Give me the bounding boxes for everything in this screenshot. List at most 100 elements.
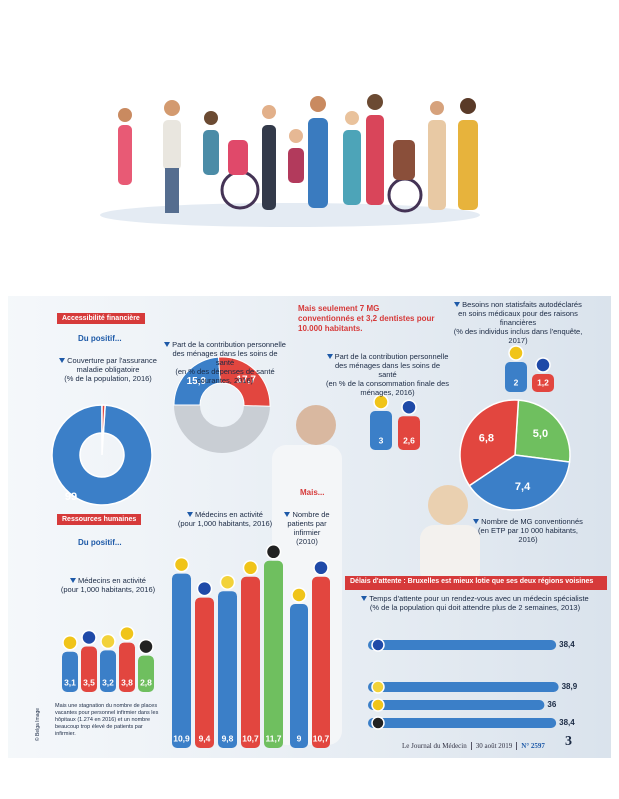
value-label: 2 bbox=[514, 377, 519, 387]
value-label: 38,4 bbox=[559, 718, 575, 727]
value-label: 3 bbox=[379, 435, 384, 445]
value-label: 2,8 bbox=[140, 677, 152, 687]
flag-icon bbox=[291, 587, 307, 603]
bar bbox=[398, 416, 420, 450]
waiting-band bbox=[345, 576, 607, 590]
value-label: 9,4 bbox=[199, 733, 211, 743]
chart-subtitle: (en % des dépenses de santé courantes, 2… bbox=[175, 367, 275, 385]
value-label: 1,2 bbox=[537, 377, 549, 387]
chart-subtitle: (pour 1,000 habitants, 2016) bbox=[177, 519, 273, 528]
chart-subtitle: (en ETP par 10 000 habitants, 2016) bbox=[478, 526, 578, 544]
chart-title: Temps d'attente pour un rendez-vous avec… bbox=[350, 594, 600, 603]
flag-icon bbox=[100, 633, 116, 650]
people-illustration bbox=[100, 94, 480, 227]
flag-icon bbox=[401, 399, 417, 415]
pie-slice bbox=[101, 404, 106, 456]
bar bbox=[290, 604, 308, 748]
credit: © Belga Image bbox=[35, 707, 42, 742]
chart-subtitle: (% de la population qui doit attendre pl… bbox=[369, 603, 581, 612]
chart-title: Besoins non statisfaits autodéclarés en … bbox=[452, 300, 584, 327]
bar bbox=[241, 576, 260, 748]
bar bbox=[264, 560, 283, 748]
flag-icon bbox=[535, 357, 551, 373]
section-tag: Accessibilité financière bbox=[57, 313, 145, 324]
journal: Le Journal du Médecin bbox=[398, 742, 472, 750]
patient-figure bbox=[420, 485, 480, 585]
flag-icon bbox=[265, 544, 282, 560]
value-label: 3,8 bbox=[121, 677, 133, 687]
bar bbox=[312, 576, 330, 748]
negative-note: Mais... bbox=[300, 488, 325, 497]
flag-icon bbox=[371, 716, 385, 730]
value-label: 10,9 bbox=[173, 733, 190, 743]
chart-subtitle: (2010) bbox=[296, 537, 318, 546]
bar bbox=[138, 655, 154, 692]
flag-icon bbox=[81, 629, 97, 646]
bar bbox=[195, 597, 214, 748]
flag-icon bbox=[62, 634, 78, 651]
flag-icon bbox=[138, 638, 154, 655]
bar bbox=[370, 411, 392, 450]
value-label: 38,4 bbox=[559, 640, 575, 649]
positive-note: Du positif... bbox=[78, 538, 122, 547]
chart-title: Part de la contribution personnelle des … bbox=[325, 352, 450, 379]
flag-icon bbox=[196, 580, 213, 597]
value-label: 38,9 bbox=[562, 682, 578, 691]
section-tag: Délais d'attente : Bruxelles est mieux l… bbox=[350, 578, 594, 585]
value-label: 2,6 bbox=[403, 435, 415, 445]
bar bbox=[368, 682, 559, 692]
date: 30 août 2019 bbox=[471, 742, 518, 750]
flag-icon bbox=[371, 680, 385, 694]
value-label: 9,8 bbox=[222, 733, 234, 743]
flag-icon bbox=[219, 574, 236, 590]
flag-icon bbox=[371, 698, 385, 712]
chart-title: Couverture par l'assurance maladie oblig… bbox=[52, 356, 164, 374]
chart-title: Médecins en activité bbox=[52, 576, 164, 585]
value-label: 10,7 bbox=[313, 733, 330, 743]
chart-subtitle: (% de la population, 2016) bbox=[64, 374, 152, 383]
flag-icon bbox=[313, 560, 329, 576]
value-label: 9 bbox=[297, 733, 302, 743]
chart-title: Part de la contribution personnelle des … bbox=[163, 340, 287, 367]
value-label: 36 bbox=[547, 700, 556, 709]
footer: Le Journal du Médecin 30 août 2019 N° 2597 bbox=[398, 742, 549, 750]
negative-note: Mais seulement 7 MG conventionnés et 3,2… bbox=[298, 304, 435, 333]
chart-subtitle: (en % de la consommation finale des ména… bbox=[326, 379, 449, 397]
bar bbox=[368, 700, 545, 710]
chart-title: Médecins en activité bbox=[163, 510, 287, 519]
flag-icon bbox=[373, 394, 389, 410]
chart-subtitle: (% des individus inclus dans l'enquête, … bbox=[453, 327, 583, 345]
pie-slice bbox=[468, 454, 571, 511]
flag-icon bbox=[242, 560, 259, 576]
bar bbox=[81, 646, 97, 692]
chart-title: Nombre de patients par infirmier bbox=[281, 510, 333, 537]
value-label: 3,5 bbox=[83, 677, 95, 687]
bar bbox=[218, 591, 237, 748]
bar bbox=[119, 642, 135, 692]
value-label: 3,2 bbox=[102, 677, 114, 687]
value-label: 6,8 bbox=[479, 432, 494, 444]
value-label: 11,7 bbox=[265, 733, 281, 743]
flag-icon bbox=[119, 625, 135, 642]
bar bbox=[62, 651, 78, 692]
value-label: 99 bbox=[65, 491, 77, 503]
chart-title: Nombre de MG conventionnés bbox=[472, 517, 584, 526]
issue: N° 2597 bbox=[521, 742, 545, 750]
value-label: 17,7 bbox=[236, 374, 256, 385]
pie-slice bbox=[459, 399, 520, 487]
value-label: 3,1 bbox=[64, 677, 76, 687]
bar bbox=[505, 362, 527, 392]
chart-subtitle: (pour 1,000 habitants, 2016) bbox=[60, 585, 156, 594]
note: Mais une stagnation du nombre de places … bbox=[55, 703, 159, 737]
value-label: 7,4 bbox=[515, 481, 531, 493]
value-label: 15,9 bbox=[187, 376, 207, 387]
bar bbox=[172, 573, 191, 748]
bar bbox=[100, 650, 116, 692]
flag-icon bbox=[371, 638, 385, 652]
pie-slice bbox=[514, 399, 571, 463]
value-label: 5,0 bbox=[533, 428, 548, 440]
page-number: 3 bbox=[565, 734, 572, 749]
bar bbox=[368, 640, 557, 650]
